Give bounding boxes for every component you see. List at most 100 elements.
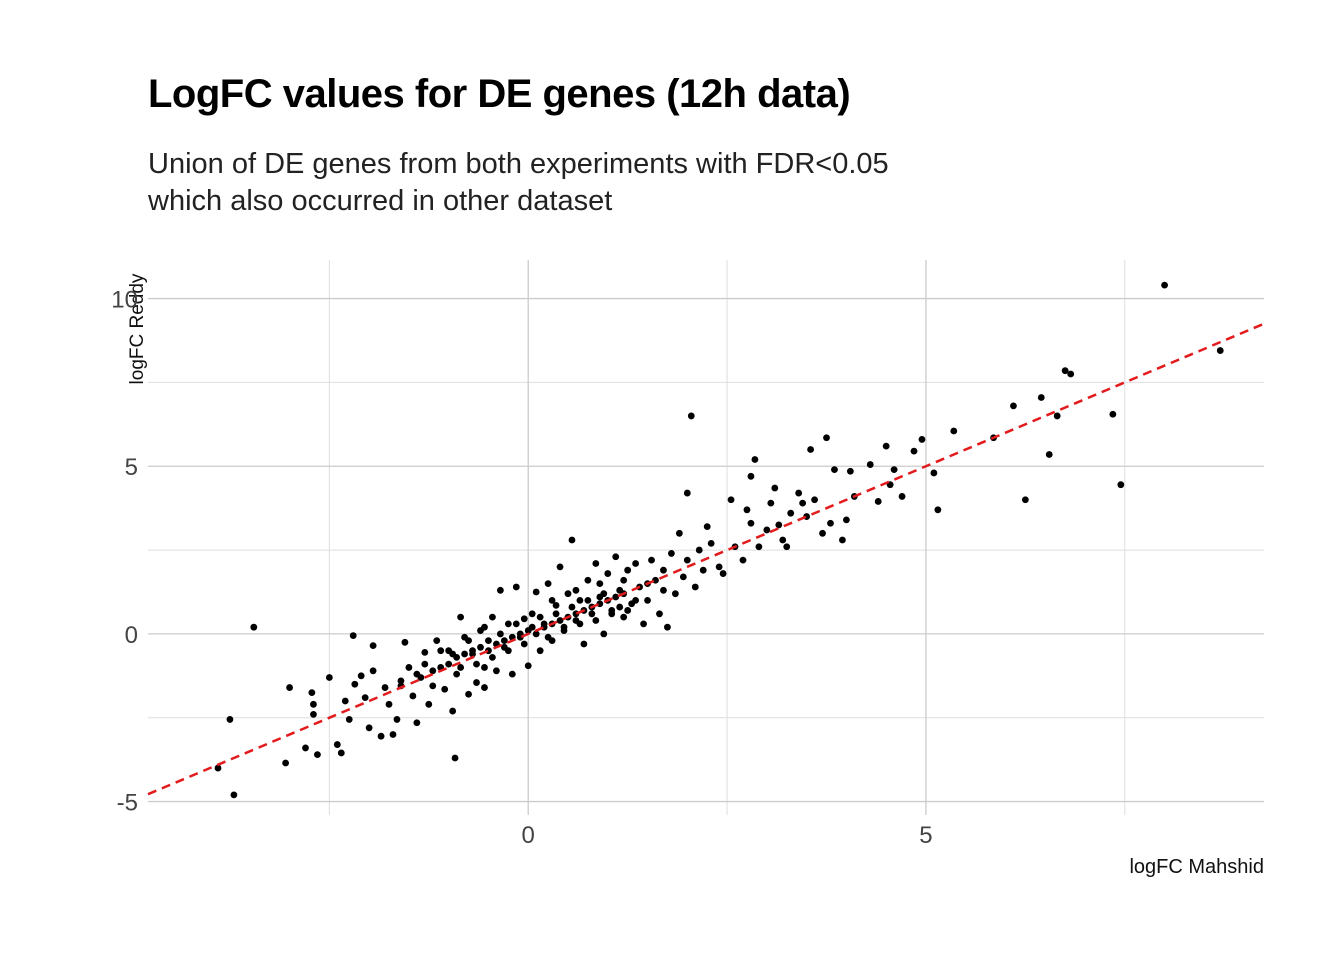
data-point xyxy=(413,670,421,678)
data-point xyxy=(751,456,759,463)
data-point xyxy=(520,640,528,648)
data-point xyxy=(536,647,544,655)
data-point xyxy=(1053,412,1061,420)
data-point xyxy=(715,563,723,571)
data-point xyxy=(795,489,803,497)
data-point xyxy=(469,647,476,655)
data-point xyxy=(544,580,552,588)
data-point xyxy=(453,670,461,678)
data-point xyxy=(1067,370,1075,378)
data-point xyxy=(473,679,480,686)
data-point xyxy=(620,576,628,584)
data-point xyxy=(385,700,393,708)
data-point xyxy=(683,556,691,564)
data-point xyxy=(592,560,600,567)
data-point xyxy=(580,640,588,648)
data-point xyxy=(898,493,906,500)
data-point xyxy=(763,526,771,534)
data-point xyxy=(449,650,457,658)
data-point xyxy=(831,466,838,473)
data-point xyxy=(1161,281,1168,289)
data-point xyxy=(612,553,620,561)
data-point xyxy=(839,536,846,544)
data-point xyxy=(433,637,441,645)
data-point xyxy=(727,496,735,504)
data-point xyxy=(846,467,854,475)
data-point xyxy=(451,754,459,762)
data-point xyxy=(743,506,751,514)
data-point xyxy=(707,539,715,547)
data-point xyxy=(465,637,472,645)
data-point xyxy=(592,617,600,624)
minor-gridlines xyxy=(148,260,1264,815)
data-point xyxy=(648,556,655,564)
data-point xyxy=(604,570,612,577)
data-point xyxy=(608,610,616,618)
data-point xyxy=(302,744,309,752)
data-point xyxy=(644,596,651,604)
data-point xyxy=(620,613,628,621)
data-point xyxy=(477,643,484,651)
data-point xyxy=(866,461,874,468)
data-point xyxy=(1037,394,1045,401)
data-point xyxy=(421,648,429,656)
data-point xyxy=(584,576,592,584)
data-point xyxy=(1010,402,1017,410)
data-point xyxy=(671,590,679,598)
data-point xyxy=(481,623,488,631)
data-point xyxy=(421,660,429,668)
data-point xyxy=(361,694,369,702)
data-point xyxy=(397,677,405,685)
data-point xyxy=(767,499,775,507)
data-point xyxy=(576,620,584,628)
data-point xyxy=(314,751,321,759)
data-point xyxy=(667,550,675,557)
data-point xyxy=(918,436,926,443)
data-point xyxy=(389,731,397,738)
data-point xyxy=(429,667,437,675)
data-point xyxy=(310,700,317,708)
data-point xyxy=(489,613,496,621)
data-point xyxy=(445,660,453,668)
data-point xyxy=(532,630,540,638)
data-point xyxy=(413,719,421,727)
data-point xyxy=(596,580,604,588)
data-point xyxy=(1109,410,1117,418)
data-point xyxy=(369,642,377,650)
data-point xyxy=(552,602,560,609)
data-point xyxy=(568,536,576,544)
chart-subtitle: Union of DE genes from both experiments … xyxy=(148,146,889,220)
data-point xyxy=(493,667,500,675)
data-point xyxy=(369,667,377,675)
reference-line-group xyxy=(147,322,1265,796)
data-point xyxy=(286,684,293,691)
data-point xyxy=(405,664,413,671)
data-point xyxy=(1021,496,1029,504)
data-point xyxy=(799,499,807,507)
data-point xyxy=(548,596,556,604)
x-tick-label: 0 xyxy=(522,822,535,849)
data-point xyxy=(564,590,572,598)
data-point xyxy=(616,603,624,611)
data-point xyxy=(660,586,667,594)
y-tick-label: 0 xyxy=(125,622,138,649)
data-point xyxy=(699,566,707,574)
data-point xyxy=(576,596,584,604)
data-point xyxy=(528,610,536,618)
data-point xyxy=(465,690,472,698)
data-point xyxy=(819,529,826,537)
chart-subtitle-line-1: Union of DE genes from both experiments … xyxy=(148,148,889,180)
data-point xyxy=(600,590,608,598)
data-point xyxy=(496,586,504,594)
data-point xyxy=(393,716,401,723)
data-point xyxy=(250,623,258,631)
data-points xyxy=(214,281,1224,799)
data-point xyxy=(481,684,488,691)
data-point xyxy=(349,632,357,639)
data-point xyxy=(441,685,449,693)
data-point xyxy=(775,521,783,529)
data-point xyxy=(656,610,663,618)
data-point xyxy=(401,638,409,646)
